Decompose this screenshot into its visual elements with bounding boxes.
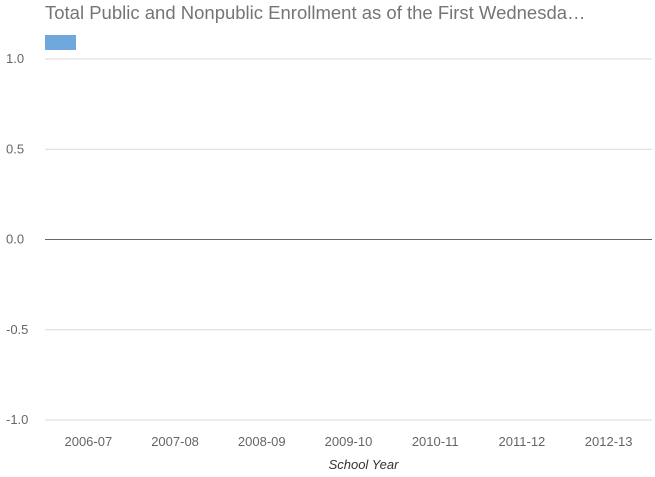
y-tick-label: 0.5 — [6, 141, 24, 156]
x-tick-label: 2006-07 — [64, 434, 112, 449]
x-tick-label: 2008-09 — [238, 434, 286, 449]
x-tick-label: 2010-11 — [412, 434, 459, 449]
y-tick-label: 0.0 — [6, 232, 24, 247]
x-tick-label: 2011-12 — [499, 434, 546, 449]
x-tick-label: 2007-08 — [151, 434, 199, 449]
x-tick-label: 2009-10 — [325, 434, 373, 449]
legend-swatch[interactable] — [45, 35, 76, 50]
x-axis-title: School Year — [329, 457, 400, 472]
x-tick-label: 2012-13 — [585, 434, 633, 449]
y-tick-label: 1.0 — [6, 51, 24, 66]
y-tick-label: -1.0 — [6, 412, 28, 427]
y-tick-label: -0.5 — [6, 322, 28, 337]
